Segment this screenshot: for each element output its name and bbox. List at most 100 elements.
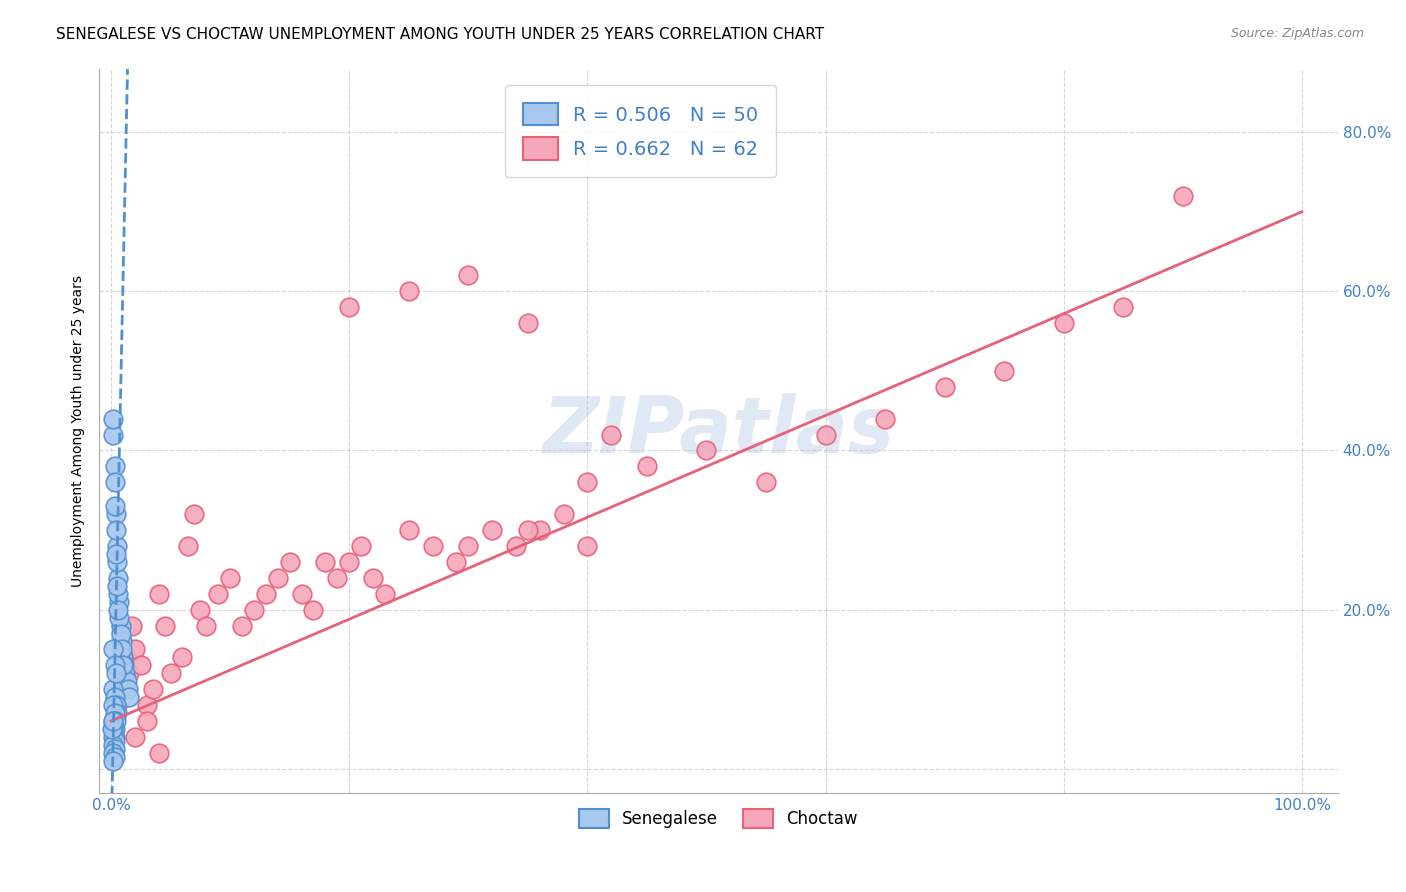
Point <box>529 523 551 537</box>
Point <box>103 698 125 712</box>
Point <box>1112 300 1135 314</box>
Point <box>105 579 128 593</box>
Point <box>314 555 336 569</box>
Point <box>755 475 778 490</box>
Point <box>103 682 125 697</box>
Point <box>111 650 134 665</box>
Point <box>267 571 290 585</box>
Point <box>110 626 132 640</box>
Point <box>337 300 360 314</box>
Text: SENEGALESE VS CHOCTAW UNEMPLOYMENT AMONG YOUTH UNDER 25 YEARS CORRELATION CHART: SENEGALESE VS CHOCTAW UNEMPLOYMENT AMONG… <box>56 27 824 42</box>
Point <box>636 459 658 474</box>
Point <box>107 602 129 616</box>
Point <box>516 523 538 537</box>
Point <box>110 666 132 681</box>
Point <box>103 714 125 728</box>
Point <box>398 523 420 537</box>
Point <box>124 730 146 744</box>
Point <box>326 571 349 585</box>
Point <box>243 602 266 616</box>
Point <box>104 730 127 744</box>
Point <box>104 523 127 537</box>
Point <box>188 602 211 616</box>
Point <box>108 595 131 609</box>
Point <box>172 650 194 665</box>
Point <box>105 706 128 720</box>
Point <box>104 459 127 474</box>
Point <box>104 547 127 561</box>
Point <box>516 316 538 330</box>
Point <box>104 666 127 681</box>
Point <box>446 555 468 569</box>
Point <box>1053 316 1076 330</box>
Point <box>103 642 125 657</box>
Point <box>111 634 134 648</box>
Point <box>278 555 301 569</box>
Point <box>481 523 503 537</box>
Point <box>118 666 141 681</box>
Text: ZIPatlas: ZIPatlas <box>543 392 894 468</box>
Point <box>153 618 176 632</box>
Text: Source: ZipAtlas.com: Source: ZipAtlas.com <box>1230 27 1364 40</box>
Point <box>398 285 420 299</box>
Point <box>108 610 131 624</box>
Point <box>101 722 124 736</box>
Point <box>576 475 599 490</box>
Point <box>875 411 897 425</box>
Point <box>148 587 170 601</box>
Point <box>457 268 479 283</box>
Point <box>104 698 127 712</box>
Point <box>695 443 717 458</box>
Point <box>219 571 242 585</box>
Point <box>1171 189 1194 203</box>
Point <box>104 690 127 705</box>
Point <box>457 539 479 553</box>
Point <box>350 539 373 553</box>
Point <box>177 539 200 553</box>
Point <box>576 539 599 553</box>
Point <box>112 658 135 673</box>
Point <box>129 658 152 673</box>
Point <box>104 722 127 736</box>
Point <box>105 698 128 712</box>
Point <box>105 539 128 553</box>
Point <box>183 507 205 521</box>
Point <box>104 742 127 756</box>
Point <box>124 642 146 657</box>
Point <box>104 475 127 490</box>
Point <box>104 499 127 513</box>
Point <box>135 698 157 712</box>
Point <box>115 674 138 689</box>
Point <box>290 587 312 601</box>
Point <box>207 587 229 601</box>
Point <box>195 618 218 632</box>
Point <box>103 754 125 768</box>
Point <box>231 618 253 632</box>
Point <box>107 571 129 585</box>
Point <box>422 539 444 553</box>
Point <box>934 380 956 394</box>
Point <box>103 427 125 442</box>
Point <box>103 411 125 425</box>
Legend: Senegalese, Choctaw: Senegalese, Choctaw <box>572 803 865 835</box>
Point <box>814 427 837 442</box>
Point <box>114 666 136 681</box>
Point <box>105 555 128 569</box>
Point <box>103 738 125 752</box>
Point <box>600 427 623 442</box>
Point <box>121 618 143 632</box>
Point <box>103 746 125 760</box>
Point <box>104 714 127 728</box>
Point <box>337 555 360 569</box>
Point <box>993 364 1015 378</box>
Point <box>103 730 125 744</box>
Point <box>118 690 141 705</box>
Point <box>103 714 125 728</box>
Point <box>361 571 384 585</box>
Point <box>505 539 527 553</box>
Point <box>142 682 165 697</box>
Point <box>254 587 277 601</box>
Point <box>104 749 127 764</box>
Point <box>103 722 125 736</box>
Point <box>302 602 325 616</box>
